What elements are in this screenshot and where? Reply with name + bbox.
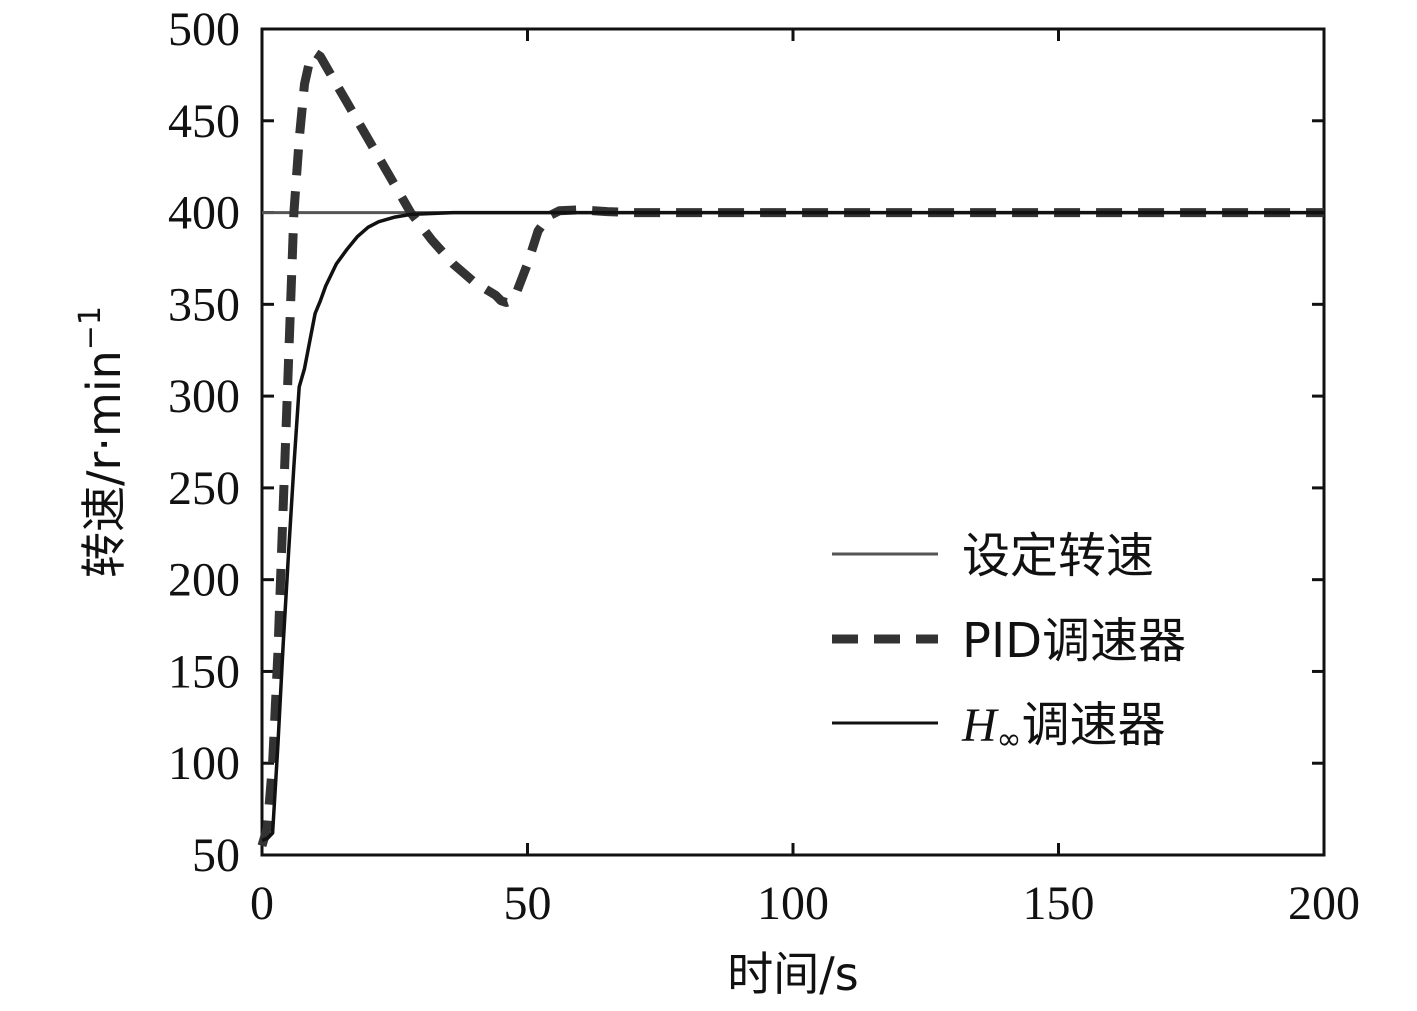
legend-label-hinf: H∞调速器 — [961, 697, 1166, 757]
x-tick-label: 150 — [1023, 877, 1095, 930]
y-tick-label: 400 — [168, 187, 240, 240]
series-line-pid — [257, 48, 1324, 848]
y-tick-label: 300 — [168, 370, 240, 423]
legend: 设定转速 PID调速器 H∞调速器 — [832, 528, 1186, 757]
y-tick-label: 500 — [168, 3, 240, 56]
y-axis-title-main: 转速/r·min — [77, 350, 131, 578]
y-tick-label: 250 — [168, 462, 240, 515]
y-axis-title-superscript: −1 — [73, 306, 108, 350]
x-axis-title: 时间/s — [727, 947, 858, 1001]
legend-label-hinf-rest: 调速器 — [1022, 697, 1166, 753]
x-axis: 0 50 100 150 200 — [250, 29, 1360, 930]
series-lines — [257, 48, 1324, 848]
x-tick-label: 50 — [504, 877, 552, 930]
legend-label-pid: PID调速器 — [962, 613, 1186, 669]
y-tick-label: 450 — [168, 95, 240, 148]
x-tick-label: 0 — [250, 877, 274, 930]
y-tick-label: 200 — [168, 554, 240, 607]
legend-label-setpoint: 设定转速 — [962, 528, 1154, 584]
series-line-hinf — [261, 210, 1324, 842]
legend-label-hinf-main: H — [961, 699, 999, 752]
y-axis: 50 100 150 200 250 300 350 400 450 500 — [168, 3, 1324, 882]
y-tick-label: 50 — [192, 829, 240, 882]
y-axis-title-group: 转速/r·min−1 — [73, 306, 131, 578]
y-tick-label: 100 — [168, 737, 240, 790]
y-axis-title: 转速/r·min−1 — [73, 306, 131, 578]
y-tick-label: 350 — [168, 278, 240, 331]
x-tick-label: 100 — [757, 877, 829, 930]
x-tick-label: 200 — [1288, 877, 1360, 930]
legend-label-hinf-sub: ∞ — [997, 722, 1022, 757]
y-tick-label: 150 — [168, 645, 240, 698]
